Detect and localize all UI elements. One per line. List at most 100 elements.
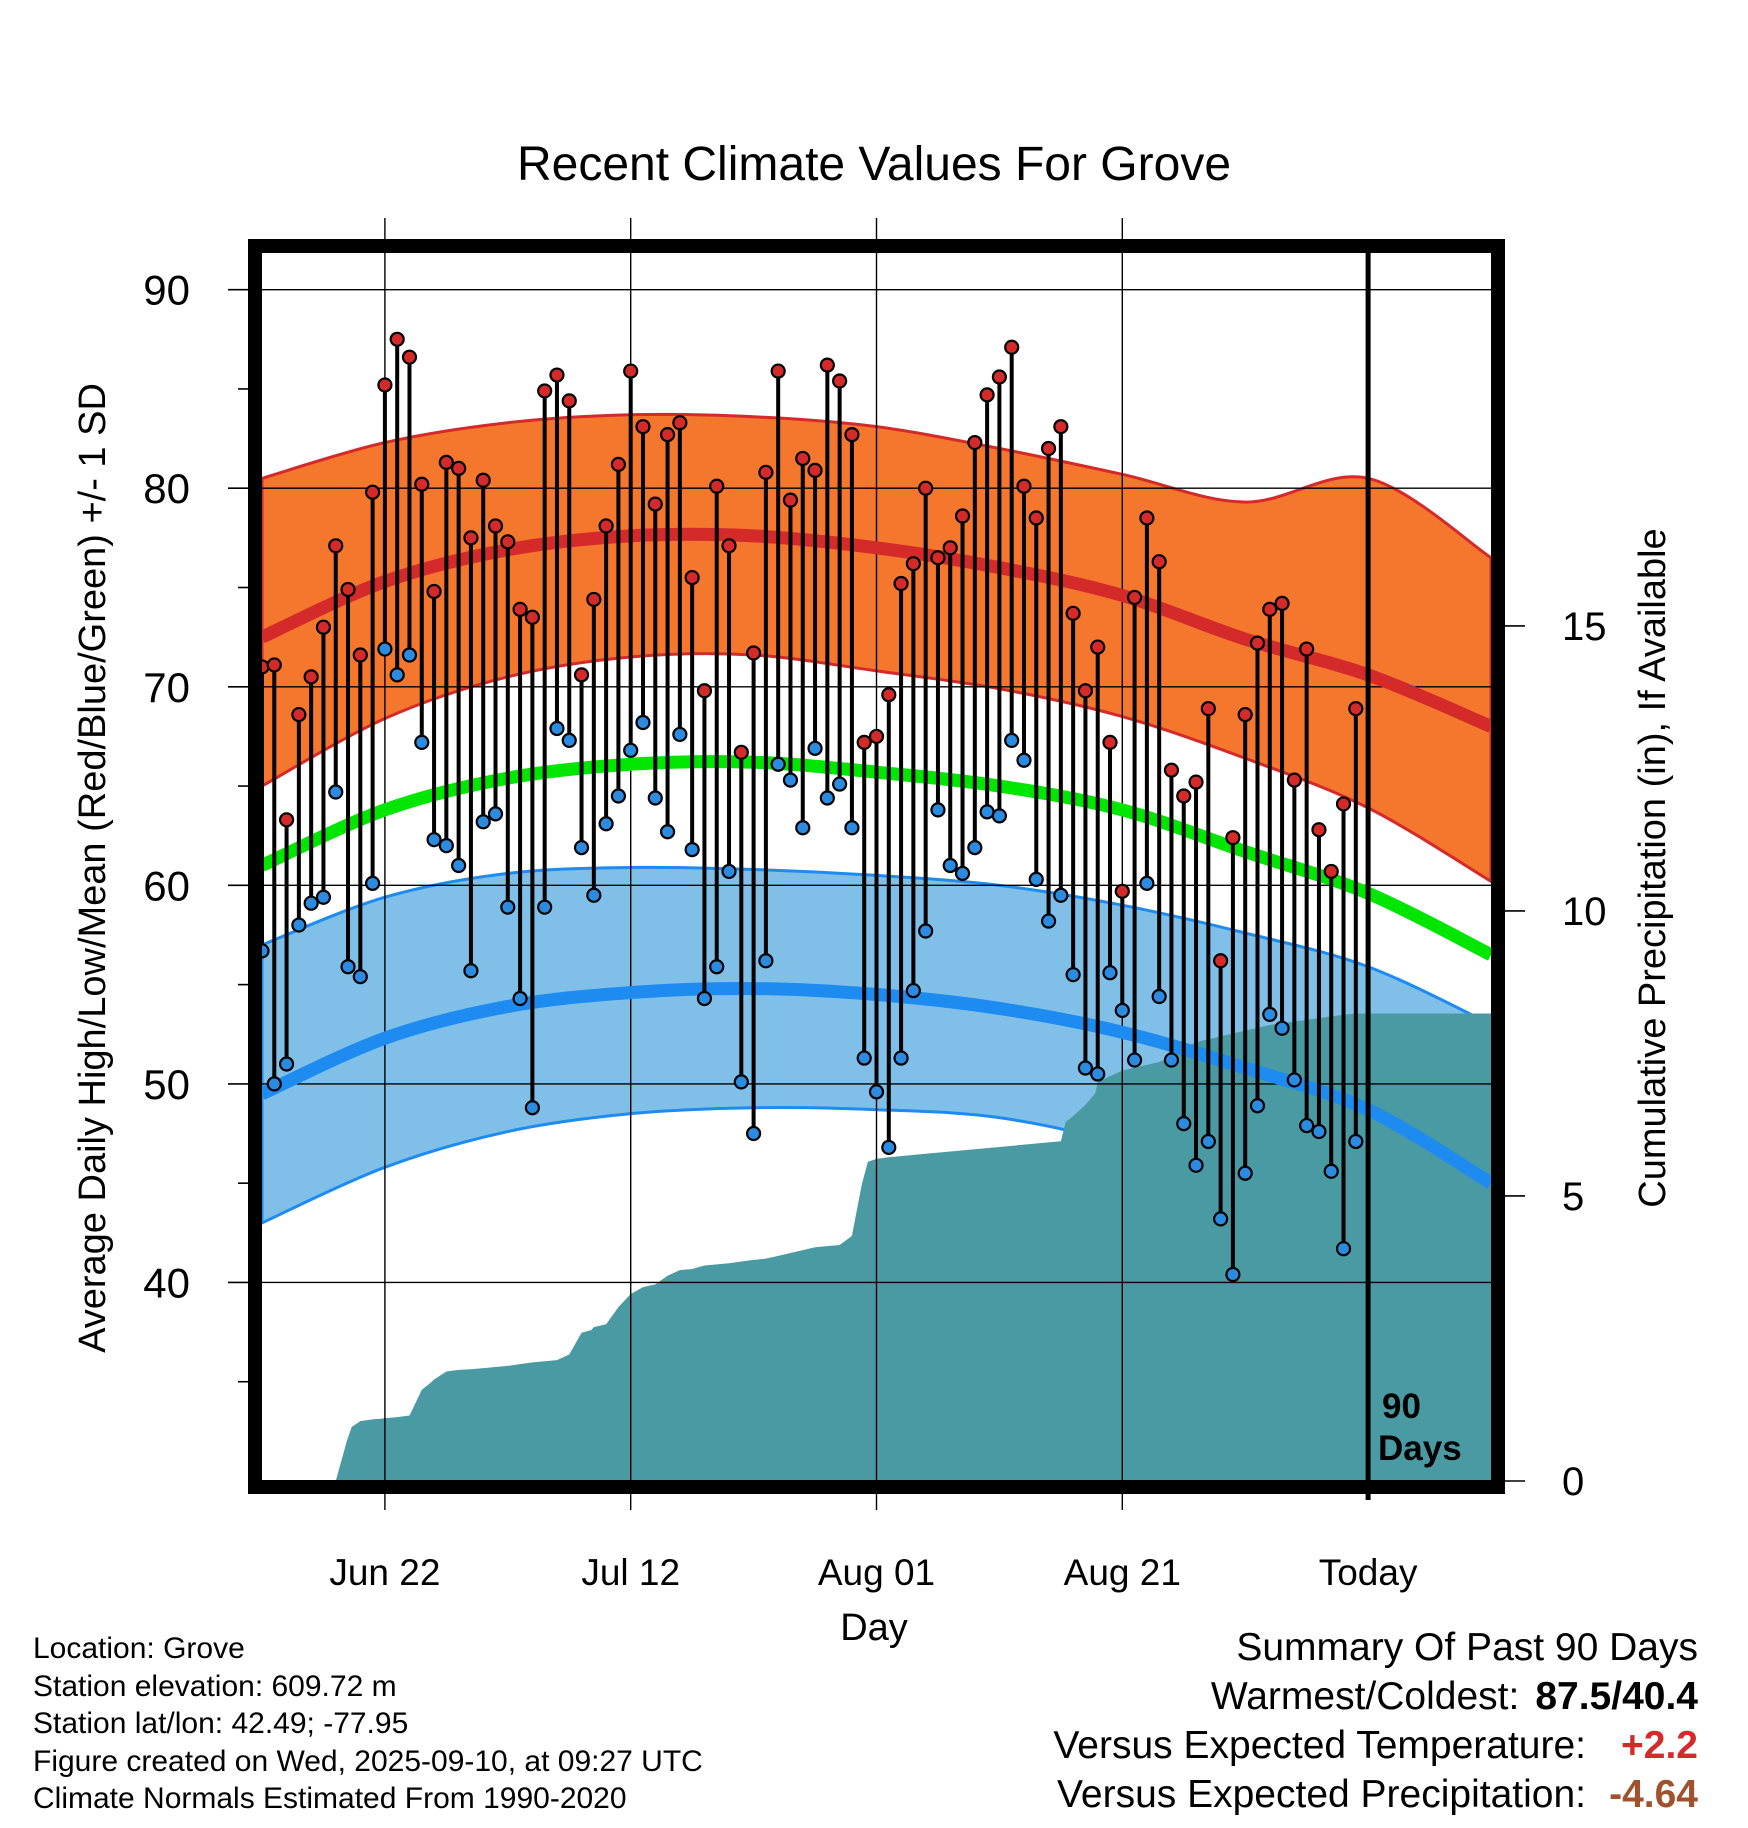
low-point-16 (438, 838, 454, 854)
low-point-54 (905, 982, 921, 999)
daily-stems (260, 339, 1358, 1275)
x-tick-label-aug-21: Aug 21 (1064, 1552, 1181, 1593)
low-point-32 (635, 714, 651, 731)
low-point-34 (659, 824, 676, 840)
high-point-37 (696, 683, 713, 699)
x-tick-label-today: Today (1319, 1552, 1418, 1593)
low-point-14 (414, 734, 430, 750)
high-point-51 (868, 728, 885, 745)
high-point-18 (463, 530, 479, 546)
low-point-39 (721, 863, 737, 880)
low-point-49 (844, 820, 860, 836)
low-point-38 (709, 959, 725, 975)
low-point-50 (856, 1050, 872, 1066)
low-point-80 (1225, 1266, 1241, 1283)
high-point-60 (979, 387, 995, 403)
low-point-23 (524, 1100, 540, 1116)
normals-text: Climate Normals Estimated From 1990-2020 (33, 1782, 627, 1815)
low-point-64 (1028, 871, 1044, 887)
x-tick-label-jul-12: Jul 12 (581, 1552, 680, 1593)
low-point-46 (807, 740, 823, 756)
high-point-16 (438, 454, 454, 471)
high-point-57 (942, 540, 958, 556)
warmest-coldest-value: 87.5/40.4 (1535, 1675, 1698, 1718)
low-point-76 (1176, 1116, 1192, 1132)
high-point-70 (1102, 734, 1118, 750)
low-point-21 (500, 899, 516, 915)
low-point-20 (487, 806, 504, 822)
high-point-3 (278, 812, 295, 828)
low-point-44 (782, 772, 799, 788)
low-point-69 (1090, 1066, 1106, 1082)
high-point-5 (303, 669, 319, 685)
low-point-30 (610, 788, 627, 804)
high-point-46 (807, 462, 823, 478)
low-point-31 (623, 742, 639, 758)
low-point-42 (758, 953, 774, 969)
high-point-78 (1200, 701, 1216, 717)
high-point-87 (1311, 822, 1327, 838)
y-axis-label: Average Daily High/Low/Mean (Red/Blue/Gr… (72, 383, 114, 1353)
low-point-63 (1016, 752, 1032, 768)
low-point-6 (315, 889, 332, 905)
low-point-61 (991, 808, 1008, 824)
high-point-31 (623, 363, 639, 379)
low-point-89 (1335, 1241, 1352, 1257)
low-point-82 (1249, 1098, 1266, 1114)
high-point-28 (586, 591, 602, 608)
high-point-17 (451, 460, 467, 476)
created-text: Figure created on Wed, 2025-09-10, at 09… (33, 1744, 703, 1778)
low-point-35 (672, 726, 688, 743)
high-point-52 (881, 687, 897, 703)
low-point-78 (1200, 1133, 1216, 1150)
low-point-27 (573, 840, 590, 856)
low-point-62 (1004, 732, 1020, 748)
high-point-90 (1348, 701, 1364, 717)
high-point-2 (266, 657, 282, 673)
high-point-11 (377, 377, 393, 393)
high-point-83 (1262, 601, 1278, 617)
low-point-74 (1151, 988, 1167, 1005)
high-point-12 (389, 331, 405, 347)
high-point-33 (647, 496, 663, 512)
low-point-4 (291, 917, 307, 933)
y-tick-label-90: 90 (143, 267, 190, 314)
high-point-74 (1151, 554, 1167, 570)
low-point-83 (1262, 1006, 1278, 1022)
low-point-60 (979, 804, 995, 820)
latlon-text: Station lat/lon: 42.49; -77.95 (33, 1707, 409, 1740)
high-point-10 (365, 484, 381, 500)
precipitation-anomaly-row: Versus Expected Precipitation: -4.64 (1053, 1770, 1698, 1819)
low-point-75 (1163, 1052, 1180, 1068)
high-point-62 (1004, 339, 1020, 355)
warmest-coldest-label: Warmest/Coldest: (1210, 1675, 1520, 1718)
high-point-80 (1225, 830, 1241, 846)
x-tick-label-jun-22: Jun 22 (329, 1552, 440, 1593)
precipitation-anomaly-label: Versus Expected Precipitation: (1057, 1773, 1586, 1816)
low-point-5 (303, 895, 319, 911)
high-point-27 (573, 667, 590, 683)
high-point-66 (1053, 419, 1069, 435)
plot-frame-layer (248, 239, 1505, 1500)
low-point-47 (819, 790, 835, 806)
low-point-73 (1139, 875, 1155, 891)
high-point-20 (487, 518, 504, 534)
low-point-26 (561, 732, 577, 748)
low-point-77 (1188, 1157, 1204, 1173)
today-marker-label-days: 90 (1382, 1387, 1421, 1426)
low-point-36 (684, 841, 700, 858)
low-point-33 (647, 790, 663, 806)
low-point-28 (586, 887, 602, 903)
low-point-67 (1065, 967, 1081, 983)
high-point-42 (758, 464, 774, 480)
high-point-59 (967, 434, 983, 451)
low-point-65 (1040, 913, 1057, 929)
high-point-47 (819, 357, 835, 373)
low-point-9 (352, 969, 368, 985)
station-info: Location: Grove Station elevation: 609.7… (33, 1630, 703, 1818)
low-point-17 (451, 857, 467, 874)
low-point-59 (967, 840, 983, 856)
low-point-52 (881, 1139, 897, 1156)
low-point-2 (266, 1076, 282, 1092)
